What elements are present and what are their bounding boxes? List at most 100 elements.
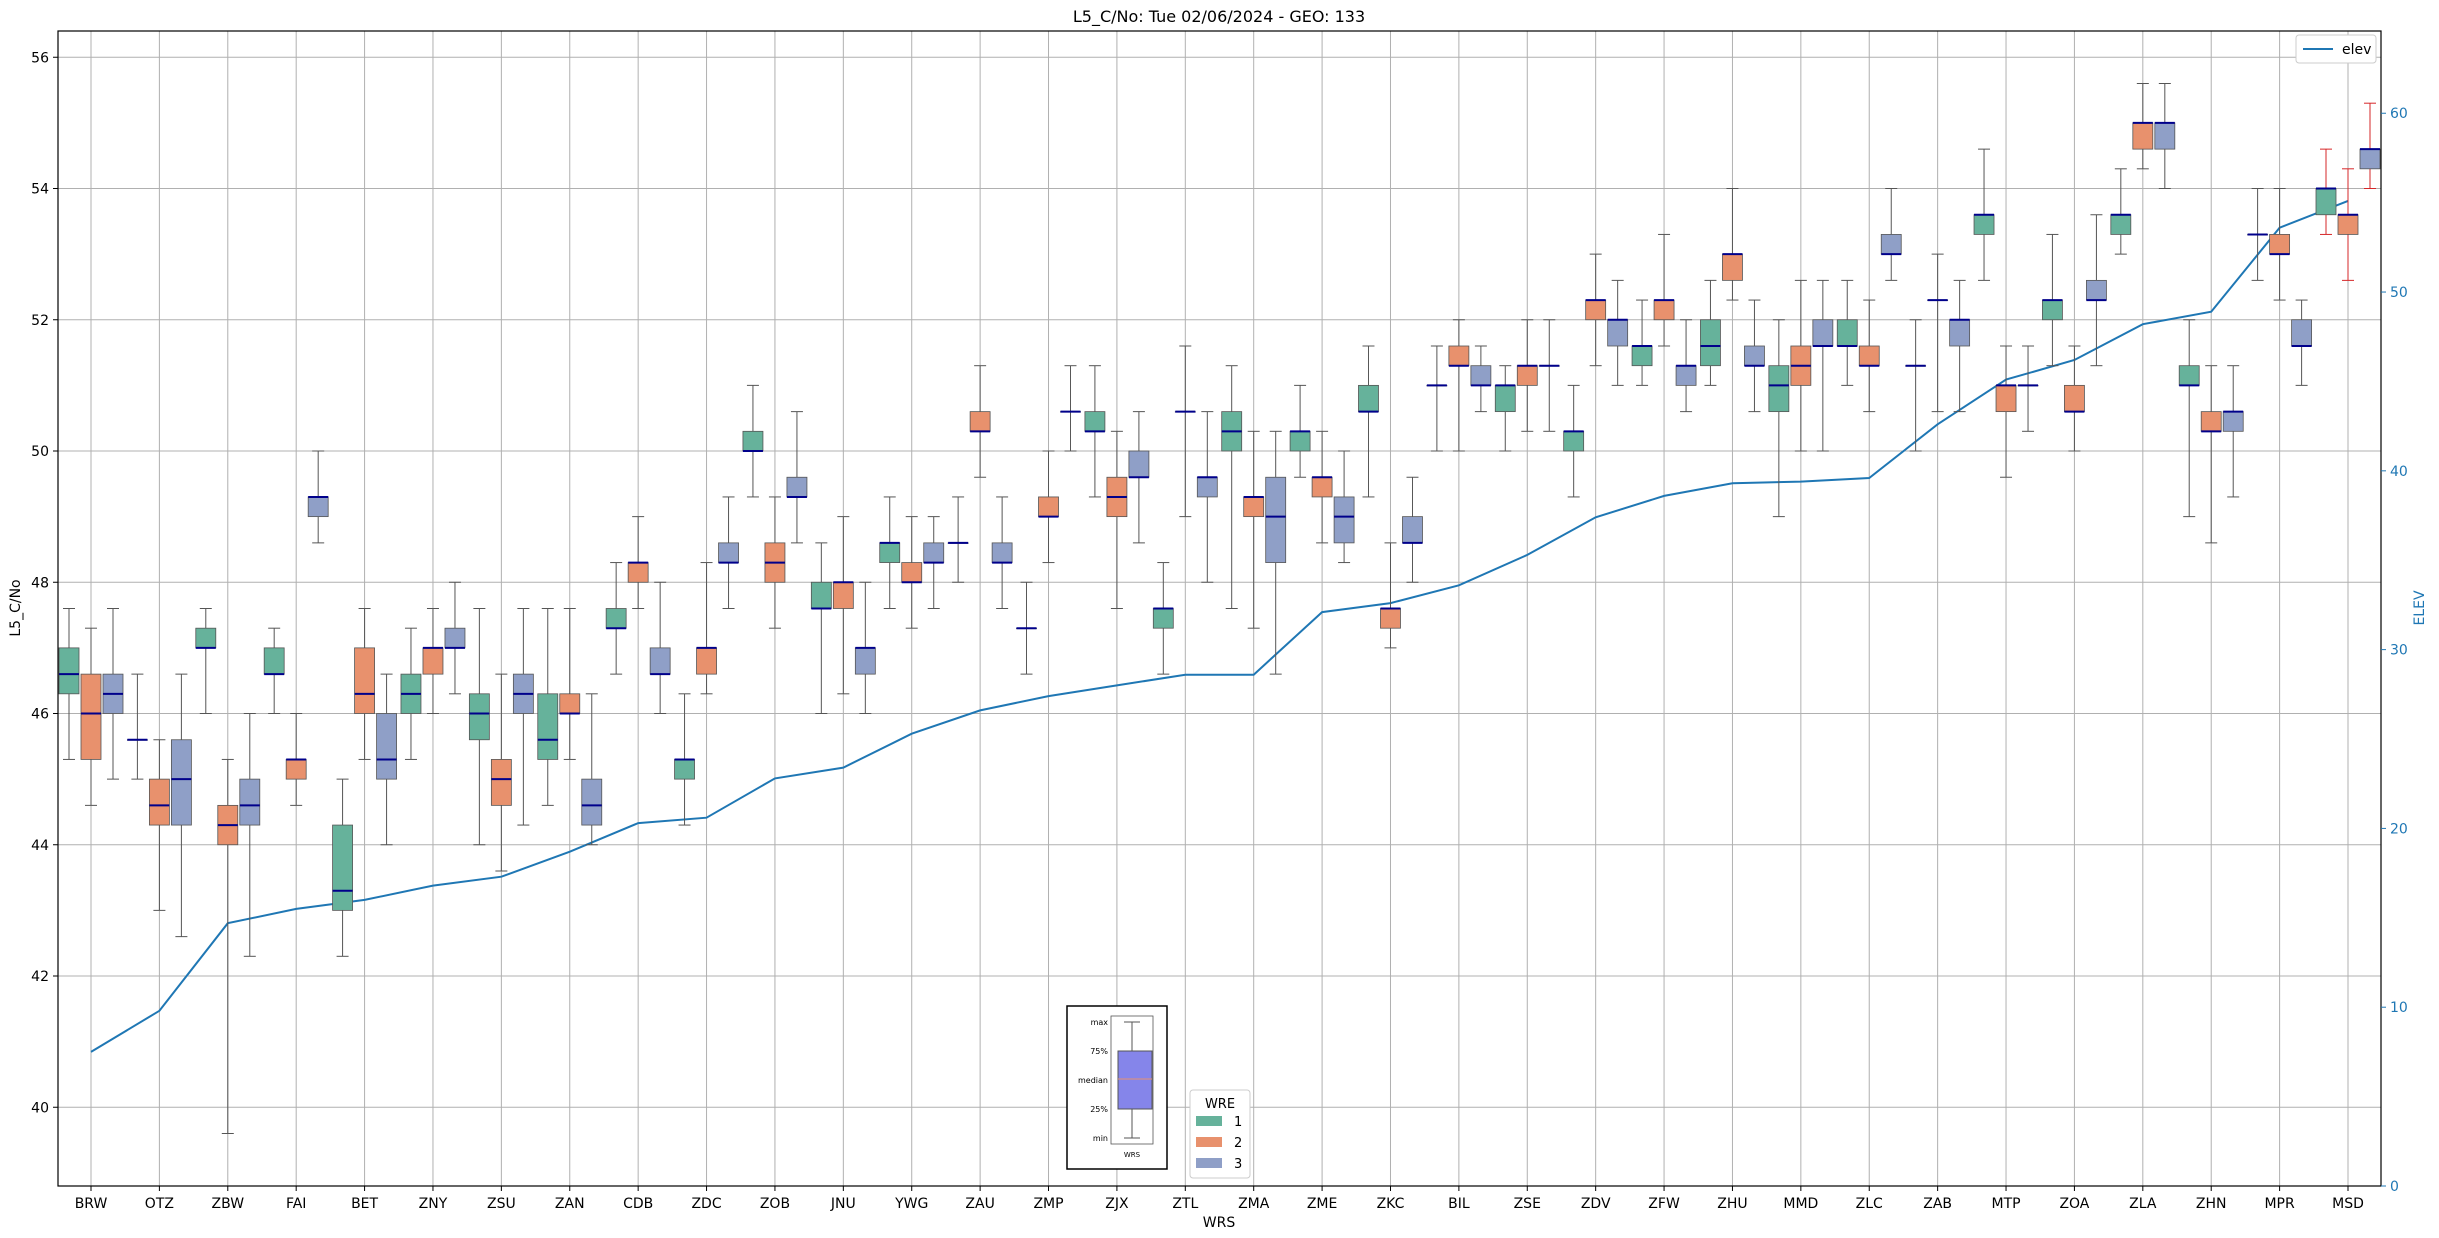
box-body	[170, 739, 192, 826]
x-tick-label: MTP	[1991, 1196, 2020, 1212]
box-body	[444, 627, 466, 649]
box-MMD-wre1	[1768, 319, 1790, 518]
box-BIL-wre3	[1470, 345, 1492, 413]
box-FAI-wre2	[285, 713, 307, 806]
box-ZAB-wre3	[1949, 279, 1971, 413]
box-ZBW-wre1	[195, 608, 217, 714]
box-key-label-max: max	[1091, 1018, 1109, 1027]
y2-tick-label: 0	[2390, 1179, 2399, 1195]
box-ZBW-wre3	[239, 713, 261, 957]
box-body	[1243, 496, 1265, 518]
box-BIL-wre1	[1426, 345, 1448, 452]
box-key-xlabel: WRS	[1124, 1151, 1141, 1159]
x-tick-label: ZHN	[2196, 1196, 2227, 1212]
y2-tick-label: 40	[2390, 464, 2408, 480]
box-ZHU-wre3	[1744, 299, 1765, 413]
box-key-box	[1117, 1050, 1153, 1110]
chart-title: L5_C/No: Tue 02/06/2024 - GEO: 133	[1073, 7, 1365, 27]
box-ZDV-wre3	[1607, 279, 1629, 386]
box-body	[786, 476, 808, 498]
box-BET-wre3	[376, 673, 397, 846]
box-BRW-wre1	[58, 608, 80, 760]
box-OTZ-wre2	[148, 739, 170, 911]
y-tick-label: 40	[31, 1100, 49, 1116]
box-body	[674, 759, 695, 780]
box-BRW-wre3	[102, 608, 124, 780]
y-tick-label: 50	[31, 444, 49, 460]
box-ZAN-wre2	[559, 608, 581, 760]
x-tick-label: BRW	[75, 1196, 108, 1212]
x-tick-label: CDB	[623, 1196, 653, 1212]
box-MTP-wre2	[1995, 345, 2017, 478]
box-body	[263, 647, 285, 675]
box-body	[2291, 319, 2313, 347]
box-body	[1995, 384, 2017, 413]
box-body	[376, 713, 397, 780]
box-body	[1358, 384, 1379, 413]
box-body	[1653, 299, 1675, 321]
box-body	[1516, 365, 1538, 386]
box-body	[1858, 345, 1880, 367]
grid	[58, 31, 2381, 1186]
y-tick-label: 54	[31, 182, 49, 198]
x-tick-label: MMD	[1783, 1196, 1818, 1212]
wre-legend-swatch-3	[1196, 1158, 1222, 1168]
box-YWG-wre3	[923, 516, 945, 609]
box-ZSU-wre1	[468, 608, 490, 846]
box-ZKC-wre2	[1380, 542, 1401, 649]
box-body	[923, 542, 945, 563]
x-tick-label: BET	[351, 1196, 378, 1212]
box-ZMA-wre2	[1243, 430, 1265, 629]
y-tick-label: 52	[31, 313, 49, 329]
box-body	[649, 647, 671, 675]
box-MPR-wre1	[2247, 188, 2269, 281]
box-body	[490, 759, 512, 806]
box-body	[285, 759, 307, 780]
box-ZDC-wre1	[674, 693, 695, 826]
box-ZDC-wre2	[696, 562, 717, 695]
x-tick-label: ZFW	[1648, 1196, 1680, 1212]
box-YWG-wre1	[879, 496, 901, 609]
box-ZFW-wre3	[1675, 319, 1697, 413]
x-axis-label: WRS	[1203, 1215, 1236, 1231]
box-ZSE-wre3	[1538, 319, 1560, 432]
box-body	[1470, 365, 1492, 386]
box-ZBW-wre2	[217, 758, 239, 1134]
box-body	[354, 647, 375, 714]
box-body	[2359, 148, 2381, 170]
box-ZAU-wre1	[947, 496, 969, 583]
y-tick-label: 46	[31, 707, 49, 723]
y2-tick-label: 30	[2390, 643, 2408, 659]
y2-tick-label: 10	[2390, 1000, 2408, 1016]
box-body	[2042, 299, 2063, 321]
wre-legend-frame	[1189, 1089, 1251, 1179]
box-ZSE-wre1	[1494, 365, 1516, 452]
wre-legend-swatch-2	[1196, 1137, 1222, 1147]
box-ZSE-wre2	[1516, 319, 1538, 432]
box-JNU-wre3	[854, 581, 876, 714]
box-body	[901, 562, 923, 583]
box-body	[1973, 214, 1995, 235]
box-ZFW-wre1	[1631, 299, 1653, 386]
box-ZHU-wre2	[1722, 188, 1743, 301]
x-tick-label: ZSE	[1514, 1196, 1541, 1212]
x-tick-label: ZAU	[965, 1196, 994, 1212]
x-tick-label: ZOB	[760, 1196, 790, 1212]
x-tick-label: MPR	[2264, 1196, 2295, 1212]
box-body	[627, 562, 649, 583]
box-ZME-wre3	[1333, 450, 1355, 564]
box-body	[742, 430, 764, 452]
box-body	[1038, 496, 1059, 518]
box-ZHN-wre3	[2222, 365, 2244, 498]
x-tick-label: ZAB	[1923, 1196, 1952, 1212]
box-body	[1585, 299, 1607, 321]
box-plots	[58, 83, 2381, 1134]
box-ZLC-wre1	[1836, 279, 1858, 386]
box-ZMA-wre3	[1265, 430, 1287, 675]
y-tick-label: 48	[31, 575, 49, 591]
box-ZSU-wre3	[512, 608, 534, 826]
box-MPR-wre3	[2291, 299, 2313, 386]
box-BIL-wre2	[1448, 319, 1470, 452]
box-body	[148, 778, 170, 826]
box-body	[239, 778, 261, 826]
